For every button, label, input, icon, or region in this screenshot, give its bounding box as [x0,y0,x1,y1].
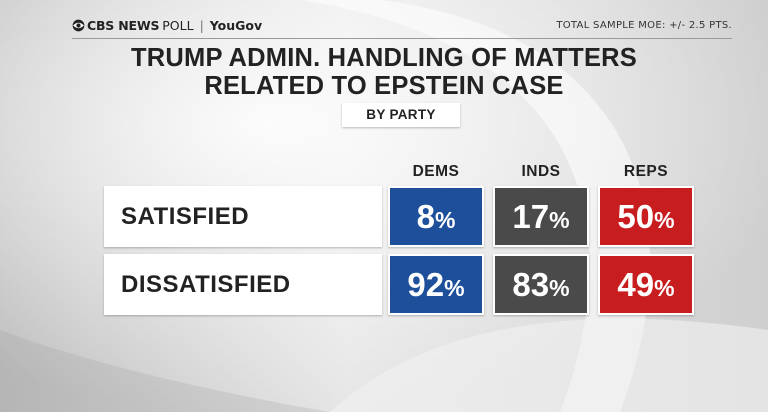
margin-of-error: TOTAL SAMPLE MOE: +/- 2.5 PTS. [556,20,732,31]
cbs-eye-icon [72,19,85,32]
chart-subtitle: BY PARTY [342,103,460,127]
chart-title-line-1: TRUMP ADMIN. HANDLING OF MATTERS [131,44,637,72]
cell-value: 83 [512,266,550,303]
brand-logo: CBS NEWS POLL | YouGov [72,18,262,33]
brand-cbs-news: CBS NEWS [87,18,160,33]
row-label-dissatisfied: DISSATISFIED [104,254,382,315]
cell-value: 92 [407,266,445,303]
cell-inds-satisfied: 17% [493,186,589,247]
cell-unit: % [549,207,570,233]
cell-value: 49 [617,266,655,303]
cell-unit: % [549,275,570,301]
row-label-satisfied: SATISFIED [104,186,382,247]
chart-title-line-2: RELATED TO EPSTEIN CASE [204,72,564,100]
header-rule [72,38,732,39]
brand-separator: | [199,18,204,33]
header-bar: CBS NEWS POLL | YouGov TOTAL SAMPLE MOE:… [72,16,732,36]
column-header-reps: REPS [623,163,669,180]
cell-value: 17 [512,198,550,235]
brand-poll: POLL [162,18,194,33]
cell-reps-satisfied: 50% [598,186,694,247]
column-header-dems: DEMS [412,163,460,180]
cell-dems-satisfied: 8% [388,186,484,247]
chart-title: TRUMP ADMIN. HANDLING OF MATTERS RELATED… [0,44,768,100]
cell-unit: % [654,207,675,233]
cell-value: 50 [617,198,655,235]
cell-inds-dissatisfied: 83% [493,254,589,315]
brand-yougov: YouGov [209,18,263,33]
column-header-inds: INDS [521,163,561,180]
cell-dems-dissatisfied: 92% [388,254,484,315]
cell-unit: % [654,275,675,301]
cell-reps-dissatisfied: 49% [598,254,694,315]
cell-value: 8 [416,198,435,235]
cell-unit: % [444,275,465,301]
cell-unit: % [434,207,456,233]
